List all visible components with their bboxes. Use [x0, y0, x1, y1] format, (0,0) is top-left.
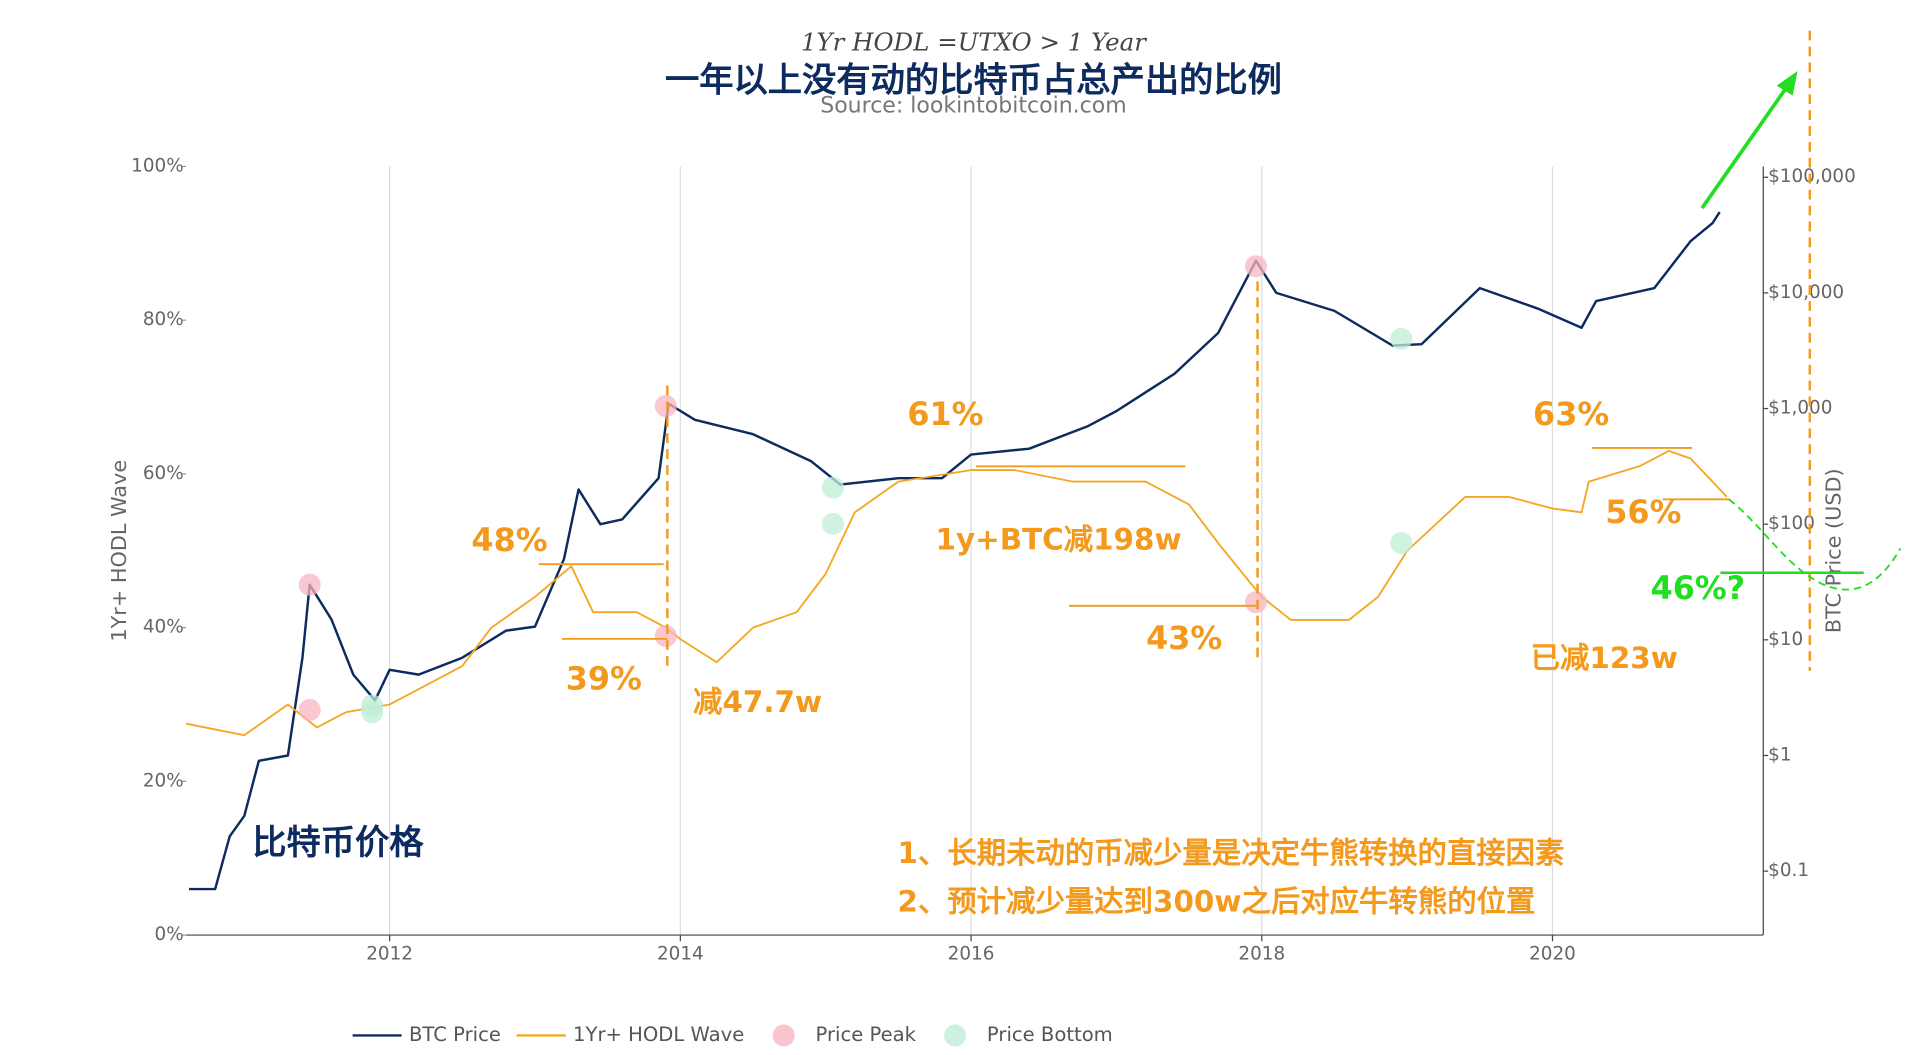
series-line [189, 211, 1721, 891]
y-tick-label: 40% [143, 617, 184, 638]
legend-label: Price Peak [816, 1023, 917, 1046]
y-tick-label: 0% [155, 924, 184, 945]
marker [821, 476, 844, 499]
annotation-lines [538, 30, 1812, 671]
y-tick-label: 20% [143, 770, 184, 791]
legend: BTC Price 1Yr+ HODL Wave Price Peak Price B… [352, 1023, 1113, 1047]
y2-tick-label: $10 [1768, 629, 1803, 650]
legend-label: 1Yr+ HODL Wave [573, 1023, 744, 1046]
annotation: 56% [1605, 493, 1681, 531]
y-tick-label: 100% [131, 155, 184, 176]
annotations: 48% 39% 减47.7w 61% 1y+BTC减198w 43% 63% 56% 已减123… [252, 395, 1745, 919]
y-axis-label: 1Yr+ HODL Wave [107, 460, 131, 642]
formula: 1Yr HODL =UTXO > 1 Year [801, 28, 1147, 57]
annotation: 1、长期未动的币减少量是决定牛熊转换的直接因素 [898, 836, 1565, 870]
legend-label: Price Bottom [987, 1023, 1113, 1046]
x-tick-label: 2012 [366, 944, 413, 965]
x-tick-label: 2016 [948, 944, 995, 965]
series-line [185, 449, 1728, 737]
chart-title: 一年以上没有动的比特币占总产出的比例 [665, 61, 1282, 101]
marker [298, 698, 321, 721]
annotation: 48% [471, 521, 547, 559]
marker [1244, 255, 1267, 278]
annotation: 已减123w [1531, 641, 1678, 675]
y2-tick-label: $100,000 [1768, 166, 1856, 187]
y2-tick-label: $10,000 [1768, 282, 1844, 303]
annotation: 63% [1533, 395, 1609, 433]
marker [361, 701, 384, 724]
y2-tick-label: $1 [1768, 744, 1791, 765]
x-tick-label: 2014 [657, 944, 704, 965]
arrow-head [1776, 70, 1798, 96]
y2-tick-label: $1,000 [1768, 398, 1832, 419]
annotation: 减47.7w [693, 685, 822, 719]
annotation: 比特币价格 [252, 823, 424, 863]
chart-subtitle: Source: lookintobitcoin.com [820, 93, 1126, 118]
plot [185, 211, 1728, 891]
legend-swatch [772, 1024, 795, 1047]
marker [654, 395, 677, 418]
y-tick-label: 60% [143, 463, 184, 484]
arrow [1700, 84, 1790, 210]
marker [654, 625, 677, 648]
legend-label: BTC Price [409, 1023, 501, 1046]
annotation: 61% [907, 395, 983, 433]
annotation: 39% [566, 659, 642, 697]
x-tick-label: 2018 [1238, 944, 1285, 965]
grid: 2012 2014 2016 2018 2020 0% 20% 40% 60% 80% 100% $0… [131, 155, 1856, 964]
y2-tick-label: $100 [1768, 513, 1815, 534]
annotation: 2、预计减少量达到300w之后对应牛转熊的位置 [898, 885, 1536, 919]
marker [298, 573, 321, 596]
projection-curve [1728, 498, 1902, 591]
marker [821, 512, 844, 535]
annotation: 43% [1146, 619, 1222, 657]
annotation: 46%? [1651, 569, 1746, 607]
y-tick-label: 80% [143, 309, 184, 330]
y2-tick-label: $0.1 [1768, 860, 1809, 881]
marker [1390, 532, 1413, 555]
y2-axis-label: BTC Price (USD) [1821, 468, 1845, 633]
x-tick-label: 2020 [1529, 944, 1576, 965]
marker [1390, 327, 1413, 350]
legend-swatch [944, 1024, 967, 1047]
marker [1244, 591, 1267, 614]
annotation: 1y+BTC减198w [936, 522, 1182, 556]
